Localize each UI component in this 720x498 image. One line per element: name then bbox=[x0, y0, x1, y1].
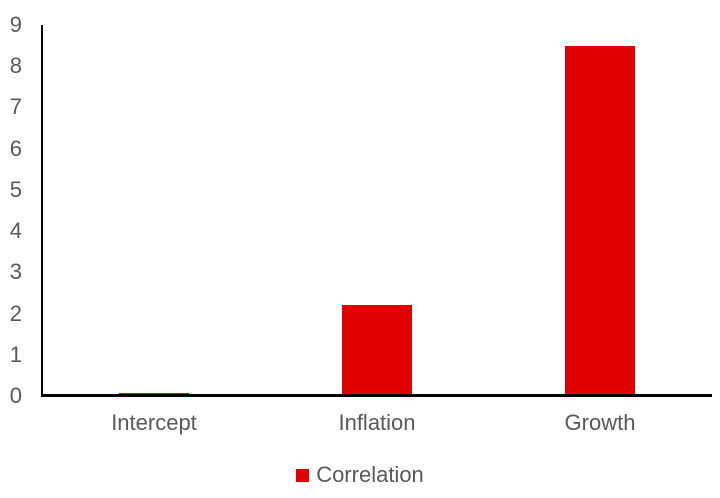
y-tick-label: 7 bbox=[9, 94, 22, 120]
x-axis-line bbox=[41, 394, 712, 397]
legend-label: Correlation bbox=[316, 462, 424, 487]
y-tick-label: 0 bbox=[9, 383, 22, 408]
bar-inflation bbox=[342, 305, 412, 396]
y-tick-label: 2 bbox=[9, 300, 22, 326]
y-tick-label: 1 bbox=[9, 341, 22, 367]
y-tick-label: 5 bbox=[9, 176, 22, 202]
y-tick-label: 8 bbox=[9, 53, 22, 79]
x-tick-label: Intercept bbox=[111, 410, 197, 435]
x-tick-label: Inflation bbox=[338, 410, 416, 435]
y-tick-label: 3 bbox=[9, 259, 22, 285]
y-tick-label: 4 bbox=[9, 218, 22, 244]
y-tick-label: 6 bbox=[9, 135, 22, 161]
legend-square-marker bbox=[296, 468, 310, 482]
y-axis-line bbox=[41, 25, 43, 396]
legend: Correlation bbox=[0, 462, 720, 488]
y-tick-label: 9 bbox=[9, 12, 22, 37]
x-tick-label: Growth bbox=[564, 410, 636, 435]
bar-growth bbox=[565, 46, 635, 396]
